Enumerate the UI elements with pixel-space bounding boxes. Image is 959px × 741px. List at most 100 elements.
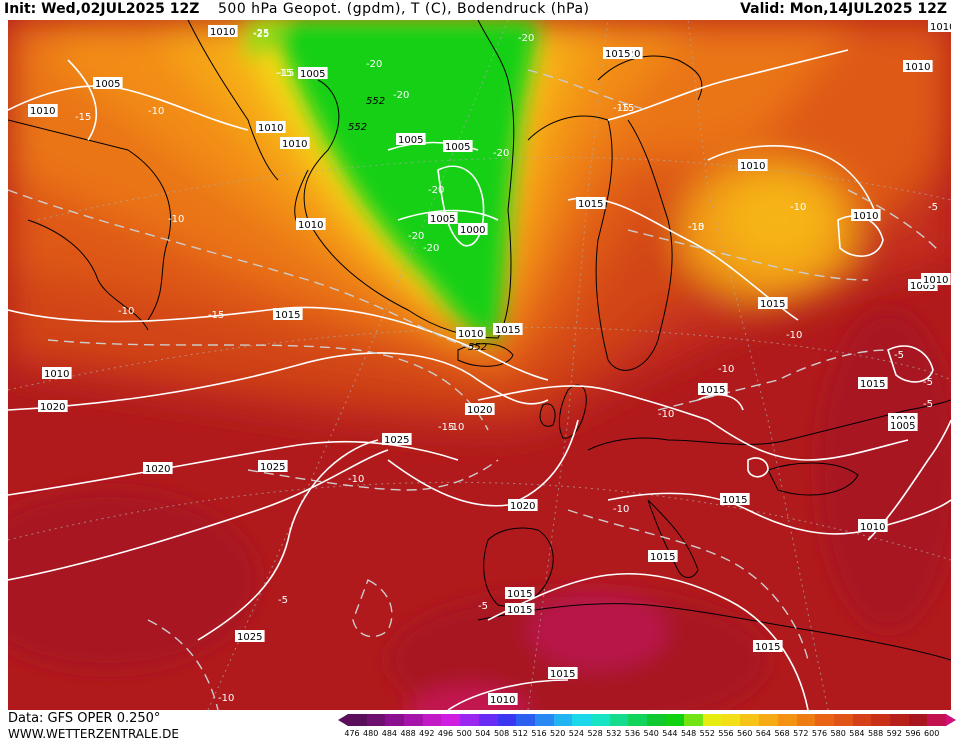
pressure-label-text: 1025 bbox=[237, 632, 262, 643]
colorbar-cell bbox=[703, 714, 722, 726]
data-source: Data: GFS OPER 0.250° bbox=[8, 711, 161, 726]
temperature-label: -15 bbox=[438, 422, 454, 433]
pressure-label-box bbox=[456, 327, 486, 339]
temperature-label: -10 bbox=[790, 202, 806, 213]
pressure-label-text: 1010 bbox=[458, 329, 483, 340]
pressure-label: 1010 bbox=[851, 209, 881, 222]
pressure-label-box bbox=[488, 693, 518, 705]
colorbar-cell bbox=[833, 714, 853, 726]
pressure-label-text: 1005 bbox=[430, 214, 455, 225]
weather-map-svg: 1010100510101005101010101005100510001005… bbox=[8, 20, 951, 710]
colorbar-label: 516 bbox=[531, 729, 547, 738]
colorbar-cell bbox=[665, 714, 685, 726]
colorbar-label: 572 bbox=[793, 729, 809, 738]
pressure-label-text: 1010 bbox=[740, 161, 765, 172]
pressure-label: 1015 bbox=[493, 323, 523, 336]
pressure-label: 1015 bbox=[548, 667, 578, 680]
pressure-label: 1025 bbox=[258, 460, 288, 473]
pressure-label-text: 1015 bbox=[700, 385, 725, 396]
geopotential-label: 552 bbox=[348, 122, 367, 133]
footer-bar: Data: GFS OPER 0.250° WWW.WETTERZENTRALE… bbox=[0, 710, 959, 741]
website-credit: WWW.WETTERZENTRALE.DE bbox=[8, 727, 179, 741]
pressure-label-box bbox=[296, 218, 326, 230]
pressure-label-box bbox=[648, 550, 678, 562]
pressure-label-text: 1015 bbox=[275, 310, 300, 321]
colorbar-label: 476 bbox=[344, 729, 360, 738]
temperature-label: -10 bbox=[688, 222, 704, 233]
pressure-label-box bbox=[42, 367, 72, 379]
colorbar-cell bbox=[422, 714, 442, 726]
pressure-label-box bbox=[858, 377, 888, 389]
pressure-label: 1015 bbox=[603, 47, 633, 60]
pressure-label: 1010 bbox=[42, 367, 72, 380]
temperature-label: -25 bbox=[253, 28, 269, 39]
pressure-label-text: 1005 bbox=[398, 135, 423, 146]
colorbar-label: 540 bbox=[643, 729, 659, 738]
colorbar-label: 496 bbox=[437, 729, 454, 738]
colorbar-cell bbox=[647, 714, 666, 726]
colorbar-label: 484 bbox=[381, 729, 398, 738]
colorbar-cell bbox=[927, 714, 946, 726]
colorbar-cell bbox=[497, 714, 517, 726]
pressure-label-text: 1005 bbox=[300, 69, 325, 80]
pressure-label: 1020 bbox=[38, 400, 68, 413]
temperature-label: -5 bbox=[923, 377, 933, 388]
pressure-label-text: 1005 bbox=[890, 421, 915, 432]
colorbar-label: 544 bbox=[662, 729, 678, 738]
pressure-label-box bbox=[235, 630, 265, 642]
pressure-label: 1010 bbox=[858, 520, 888, 533]
colorbar-cells bbox=[348, 714, 946, 726]
colorbar-label: 556 bbox=[718, 729, 734, 738]
colorbar-label: 596 bbox=[905, 729, 921, 738]
pressure-label: 1005 bbox=[93, 77, 123, 90]
colorbar-label: 528 bbox=[587, 729, 603, 738]
temperature-label: -5 bbox=[923, 399, 933, 410]
pressure-label: 1010 bbox=[921, 273, 951, 286]
pressure-label-text: 1020 bbox=[510, 501, 535, 512]
pressure-label-box bbox=[382, 433, 412, 445]
colorbar-cell bbox=[871, 714, 890, 726]
pressure-label-box bbox=[928, 20, 951, 32]
pressure-label-text: 1020 bbox=[40, 402, 65, 413]
pressure-label-box bbox=[851, 209, 881, 221]
pressure-label-text: 1010 bbox=[298, 220, 323, 231]
pressure-label: 1025 bbox=[382, 433, 412, 446]
pressure-label-box bbox=[280, 137, 310, 149]
pressure-label-text: 1020 bbox=[145, 464, 170, 475]
pressure-label-box bbox=[465, 403, 495, 415]
pressure-label-text: 1015 bbox=[650, 552, 675, 563]
pressure-label-box bbox=[738, 159, 768, 171]
pressure-label-box bbox=[508, 499, 538, 511]
pressure-label-box bbox=[428, 212, 458, 224]
pressure-label-box bbox=[396, 133, 426, 145]
pressure-label-text: 1015 bbox=[760, 299, 785, 310]
colorbar-label: 560 bbox=[737, 729, 753, 738]
pressure-label-box bbox=[93, 77, 123, 89]
pressure-label-box bbox=[38, 400, 68, 412]
colorbar bbox=[338, 714, 956, 726]
pressure-label: 1020 bbox=[143, 462, 173, 475]
pressure-label-box bbox=[888, 419, 918, 431]
pressure-label: 1005 bbox=[888, 419, 918, 432]
temperature-label: -20 bbox=[408, 231, 424, 242]
pressure-label-box bbox=[576, 197, 606, 209]
init-time: Init: Wed,02JUL2025 12Z bbox=[4, 1, 200, 17]
pressure-label-box bbox=[753, 640, 783, 652]
temperature-label: -15 bbox=[618, 103, 634, 114]
temperature-label: -15 bbox=[276, 68, 292, 79]
pressure-label: 1005 bbox=[298, 67, 328, 80]
geopotential-label: 552 bbox=[366, 96, 385, 107]
pressure-label-box bbox=[256, 121, 286, 133]
pressure-label-box bbox=[443, 140, 473, 152]
temperature-label: -10 bbox=[148, 106, 164, 117]
colorbar-cell bbox=[908, 714, 928, 726]
colorbar-label: 500 bbox=[456, 729, 472, 738]
colorbar-label: 480 bbox=[363, 729, 379, 738]
pressure-label-box bbox=[493, 323, 523, 335]
pressure-label-box bbox=[698, 383, 728, 395]
pressure-label: 1010 bbox=[488, 693, 518, 706]
pressure-label-text: 1005 bbox=[445, 142, 470, 153]
temperature-label: -10 bbox=[613, 504, 629, 515]
temperature-label: -20 bbox=[423, 243, 439, 254]
colorbar-cell bbox=[534, 714, 554, 726]
